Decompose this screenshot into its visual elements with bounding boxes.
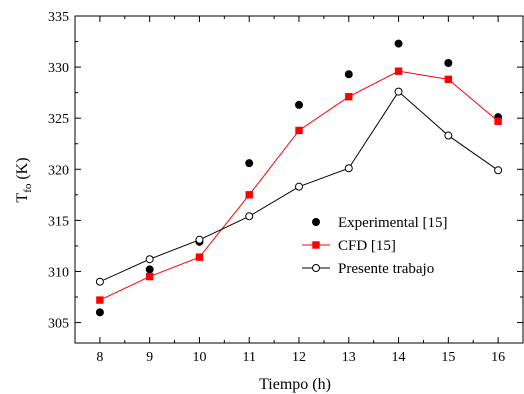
y-tick-label: 320: [48, 163, 69, 178]
data-point: [245, 212, 254, 221]
data-point: [96, 296, 104, 304]
y-tick-label: 310: [48, 265, 69, 280]
legend-item: CFD [15]: [302, 238, 396, 254]
y-axis-title-unit: (K): [14, 157, 31, 179]
x-tick-label: 14: [392, 350, 406, 365]
y-tick-label: 315: [48, 214, 69, 229]
data-point: [494, 166, 503, 175]
y-tick-label: 305: [48, 317, 69, 332]
x-axis-title: Tiempo (h): [259, 376, 331, 393]
y-axis-title-sub: fo: [22, 183, 34, 193]
data-point: [344, 164, 353, 173]
data-point: [344, 70, 353, 79]
series-1: [95, 39, 503, 317]
data-point: [245, 159, 254, 168]
legend-label: Experimental [15]: [338, 215, 448, 231]
data-point: [145, 265, 154, 274]
legend-item: Presente trabajo: [302, 261, 434, 277]
data-point: [245, 191, 253, 199]
data-point: [394, 87, 403, 96]
data-point: [444, 75, 453, 84]
x-tick-label: 16: [491, 350, 505, 365]
y-tick-label: 325: [48, 112, 69, 127]
data-point: [145, 255, 154, 264]
data-point: [394, 39, 403, 48]
data-point: [195, 235, 204, 244]
x-tick-label: 11: [242, 350, 255, 365]
y-tick-label: 335: [48, 10, 69, 25]
y-axis-title: Tfo (K): [14, 157, 34, 202]
data-point: [145, 272, 154, 281]
x-tick-label: 9: [146, 350, 153, 365]
legend-label: Presente trabajo: [338, 261, 434, 277]
legend-marker: [312, 218, 320, 226]
legend-item: Experimental [15]: [312, 215, 448, 231]
data-point: [494, 117, 502, 125]
data-point: [444, 59, 453, 68]
x-tick-label: 13: [342, 350, 356, 365]
legend-marker: [312, 241, 320, 249]
data-point: [95, 308, 104, 317]
y-axis-title-main: T: [14, 193, 31, 203]
series-group: [95, 39, 503, 317]
data-point: [295, 100, 303, 109]
series-3: [95, 87, 503, 286]
x-tick-label: 15: [441, 350, 455, 365]
series-2: [96, 67, 502, 304]
data-point: [394, 67, 403, 75]
axes: 8 9 10 11 12 13 14 15 16 305 310 315 320 325 330 335: [48, 10, 524, 365]
plot-frame: [74, 15, 524, 344]
x-tick-label: 8: [96, 350, 103, 365]
legend-marker: [312, 264, 320, 272]
legend-label: CFD [15]: [338, 238, 396, 254]
x-tick-label: 12: [292, 350, 306, 365]
y-tick-label: 330: [48, 61, 69, 76]
data-point: [95, 277, 104, 286]
data-point: [295, 126, 303, 135]
data-point: [295, 182, 303, 191]
data-point: [444, 131, 453, 140]
legend: Experimental [15] CFD [15] Presente trabaj…: [302, 215, 448, 277]
x-tick-label: 10: [192, 350, 206, 365]
data-point: [195, 253, 204, 261]
data-point: [345, 93, 353, 101]
svg-text:Tfo(K): Tfo (K): [14, 157, 34, 202]
